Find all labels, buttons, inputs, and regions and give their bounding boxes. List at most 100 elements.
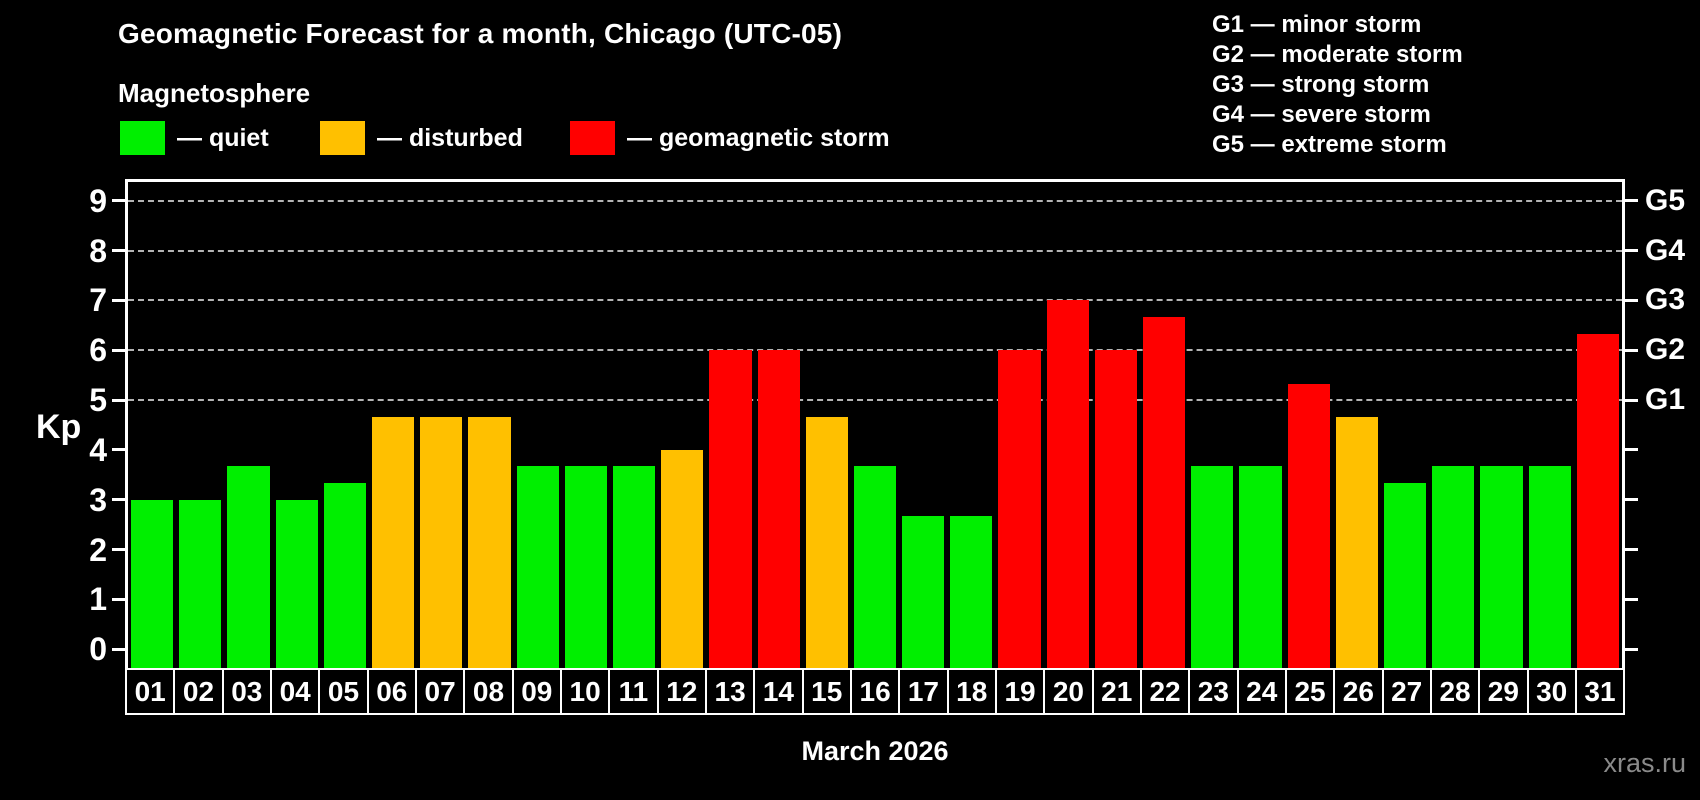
x-tick-day-17: 17	[898, 668, 949, 715]
page-title: Geomagnetic Forecast for a month, Chicag…	[118, 18, 843, 49]
tick-kp-6	[1625, 348, 1638, 352]
right-axis-label-g3: G3	[1645, 283, 1686, 317]
x-tick-day-22: 22	[1139, 668, 1191, 715]
watermark: xras.ru	[1603, 748, 1686, 778]
plot-area	[125, 179, 1625, 668]
y-tick-label-9: 9	[89, 182, 107, 219]
g-legend-line-g2: G2 — moderate storm	[1212, 41, 1463, 68]
x-tick-day-03: 03	[221, 668, 272, 715]
bar-day-11	[612, 466, 656, 668]
bar-day-26	[1335, 416, 1379, 668]
bar-day-29	[1480, 466, 1523, 668]
bar-day-01	[131, 499, 174, 668]
y-tick-label-3: 3	[89, 481, 107, 518]
x-tick-day-27: 27	[1381, 668, 1432, 715]
tick-kp-9	[112, 199, 125, 203]
bar-day-25	[1287, 383, 1330, 668]
y-tick-label-4: 4	[89, 431, 107, 468]
x-tick-day-04: 04	[269, 668, 321, 715]
plot-inner	[128, 182, 1622, 668]
x-tick-day-07: 07	[414, 668, 466, 715]
tick-kp-9	[1625, 199, 1638, 203]
tick-kp-4	[1625, 448, 1638, 452]
y-tick-label-7: 7	[89, 282, 107, 319]
tick-kp-0	[112, 647, 125, 651]
g-legend-line-g3: G3 — strong storm	[1212, 71, 1430, 98]
right-axis-label-g2: G2	[1645, 333, 1686, 367]
x-tick-day-15: 15	[801, 668, 852, 715]
x-tick-day-31: 31	[1574, 668, 1626, 715]
x-tick-day-08: 08	[463, 668, 514, 715]
x-tick-day-05: 05	[318, 668, 369, 715]
x-tick-day-06: 06	[366, 668, 417, 715]
g-legend-line-g4: G4 — severe storm	[1212, 101, 1431, 128]
x-tick-day-20: 20	[1043, 668, 1094, 715]
bar-day-10	[564, 466, 607, 668]
tick-kp-0	[1625, 647, 1638, 651]
bar-day-14	[757, 350, 800, 668]
bar-day-17	[902, 516, 945, 668]
bar-day-20	[1046, 300, 1089, 668]
right-axis-label-g4: G4	[1645, 233, 1686, 267]
g-legend-line-g5: G5 — extreme storm	[1212, 131, 1447, 158]
bar-day-09	[516, 466, 559, 668]
tick-kp-1	[1625, 597, 1638, 601]
bar-day-31	[1576, 333, 1619, 668]
tick-kp-5	[1625, 398, 1638, 402]
bar-day-08	[468, 416, 511, 668]
tick-kp-7	[1625, 298, 1638, 302]
gridline-kp-5	[128, 399, 1622, 402]
x-tick-day-21: 21	[1091, 668, 1142, 715]
bar-day-15	[805, 416, 848, 668]
y-tick-label-2: 2	[89, 531, 107, 568]
x-tick-day-12: 12	[656, 668, 707, 715]
legend-label-storm: — geomagnetic storm	[627, 124, 890, 152]
x-tick-day-29: 29	[1478, 668, 1529, 715]
bar-day-03	[227, 466, 270, 668]
x-tick-day-14: 14	[753, 668, 804, 715]
y-tick-label-6: 6	[89, 332, 107, 369]
bar-day-18	[950, 516, 993, 668]
tick-kp-8	[112, 249, 125, 253]
bar-day-04	[275, 499, 318, 668]
bar-day-28	[1432, 466, 1475, 668]
x-tick-day-25: 25	[1284, 668, 1336, 715]
x-tick-day-01: 01	[125, 668, 176, 715]
g-scale-legend: G1 — minor storm G2 — moderate storm G3 …	[1212, 10, 1463, 160]
x-tick-day-19: 19	[994, 668, 1046, 715]
bar-day-12	[661, 449, 704, 668]
x-tick-day-24: 24	[1236, 668, 1287, 715]
x-axis-title: March 2026	[801, 736, 949, 766]
x-axis-day-row: 01 02 03 04 05 06 07 08 09 10 11 12 13 14 15 16 17 18 19 20…	[125, 668, 1626, 715]
tick-kp-2	[1625, 548, 1638, 552]
bar-day-21	[1094, 350, 1138, 668]
y-axis-title: Kp	[36, 408, 82, 446]
tick-kp-7	[112, 298, 125, 302]
bar-day-27	[1384, 483, 1427, 668]
bar-day-02	[179, 499, 222, 668]
right-axis-label-g1: G1	[1645, 383, 1686, 417]
right-axis-label-g5: G5	[1645, 183, 1686, 217]
y-tick-label-1: 1	[89, 581, 107, 618]
gridline-kp-9	[128, 199, 1622, 202]
tick-kp-3	[1625, 498, 1638, 502]
x-tick-day-28: 28	[1429, 668, 1481, 715]
bar-day-13	[709, 350, 752, 668]
gridline-kp-6	[128, 349, 1622, 352]
gridline-kp-8	[128, 249, 1622, 252]
x-tick-day-10: 10	[559, 668, 611, 715]
legend-label-quiet: — quiet	[177, 124, 269, 152]
x-tick-day-02: 02	[173, 668, 224, 715]
y-tick-label-0: 0	[89, 631, 107, 668]
tick-kp-4	[112, 448, 125, 452]
magnetosphere-subtitle: Magnetosphere	[118, 78, 311, 108]
x-tick-day-30: 30	[1526, 668, 1577, 715]
legend-swatch-disturbed	[320, 121, 365, 155]
legend-swatch-storm	[570, 121, 615, 155]
y-tick-label-5: 5	[89, 382, 107, 419]
bar-day-24	[1239, 466, 1282, 668]
x-tick-day-26: 26	[1333, 668, 1384, 715]
bar-day-06	[371, 416, 415, 668]
bar-day-22	[1143, 316, 1186, 668]
